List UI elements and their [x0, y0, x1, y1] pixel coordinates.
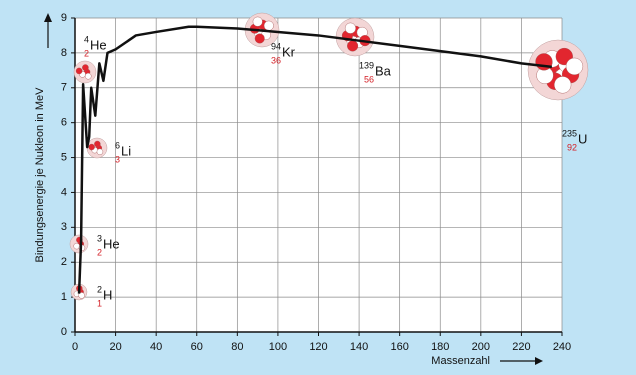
mass-number: 94: [271, 41, 281, 51]
element-symbol: U: [578, 131, 587, 146]
nucleon: [252, 16, 263, 27]
x-tick-label: 240: [553, 341, 571, 353]
x-tick-label: 220: [512, 341, 530, 353]
binding-energy-curve: [77, 25, 552, 294]
nuclide-label: 6 3Li: [115, 140, 131, 164]
y-tick-label: 7: [61, 82, 67, 94]
mass-number: 6: [115, 140, 120, 150]
mass-number: 4: [84, 34, 89, 44]
x-axis-label: Massenzahl: [431, 355, 490, 367]
x-tick-label: 200: [472, 341, 490, 353]
nucleon: [78, 292, 85, 299]
y-tick-label: 1: [61, 291, 67, 303]
nucleon: [96, 148, 104, 155]
nucleon: [554, 76, 572, 94]
mass-number: 2: [97, 284, 102, 294]
y-tick-label: 8: [61, 47, 67, 59]
x-tick-label: 140: [350, 341, 368, 353]
element-symbol: He: [90, 37, 107, 52]
atomic-number: 92: [567, 142, 577, 152]
atomic-number: 2: [97, 247, 102, 257]
x-tick-label: 20: [109, 341, 121, 353]
y-tick-label: 9: [61, 12, 67, 24]
element-symbol: Li: [121, 143, 131, 158]
y-tick-label: 2: [61, 256, 67, 268]
nucleon: [344, 22, 356, 34]
mass-number: 3: [97, 233, 102, 243]
atomic-number: 2: [84, 48, 89, 58]
nucleon: [263, 20, 274, 31]
nucleon: [94, 140, 101, 148]
nucleon: [254, 33, 265, 44]
nuclide-label: 235 92U: [562, 128, 587, 152]
nucleon: [565, 57, 584, 75]
mass-number: 139: [359, 60, 374, 70]
x-tick-label: 80: [231, 341, 243, 353]
x-tick-label: 60: [191, 341, 203, 353]
atomic-number: 3: [115, 154, 120, 164]
nuclide-label: 2 1H: [97, 284, 112, 308]
nucleon: [88, 143, 95, 151]
element-symbol: Ba: [375, 63, 392, 78]
nuclide-label: 4 2He: [84, 34, 107, 58]
nuclide-label: 3 2He: [97, 233, 120, 257]
nucleon: [84, 72, 92, 80]
x-tick-label: 160: [390, 341, 408, 353]
element-symbol: He: [103, 236, 120, 251]
x-tick-label: 40: [150, 341, 162, 353]
atomic-number: 56: [364, 74, 374, 84]
nucleon: [75, 67, 83, 75]
y-tick-label: 6: [61, 117, 67, 129]
x-arrow-head: [535, 357, 543, 365]
nucleon: [347, 40, 359, 52]
mass-number: 235: [562, 128, 577, 138]
x-tick-label: 120: [309, 341, 327, 353]
element-symbol: Kr: [282, 44, 296, 59]
element-symbol: H: [103, 287, 112, 302]
y-tick-label: 3: [61, 221, 67, 233]
y-tick-label: 0: [61, 326, 67, 338]
y-arrow-head: [44, 13, 52, 22]
x-tick-label: 100: [269, 341, 287, 353]
y-axis-label: Bindungsenergie je Nukleon in MeV: [34, 87, 46, 263]
y-tick-label: 5: [61, 151, 67, 163]
atomic-number: 36: [271, 55, 281, 65]
nucleon: [82, 64, 89, 71]
y-tick-label: 4: [61, 186, 67, 198]
atomic-number: 1: [97, 298, 102, 308]
x-tick-label: 0: [72, 341, 78, 353]
x-tick-label: 180: [431, 341, 449, 353]
